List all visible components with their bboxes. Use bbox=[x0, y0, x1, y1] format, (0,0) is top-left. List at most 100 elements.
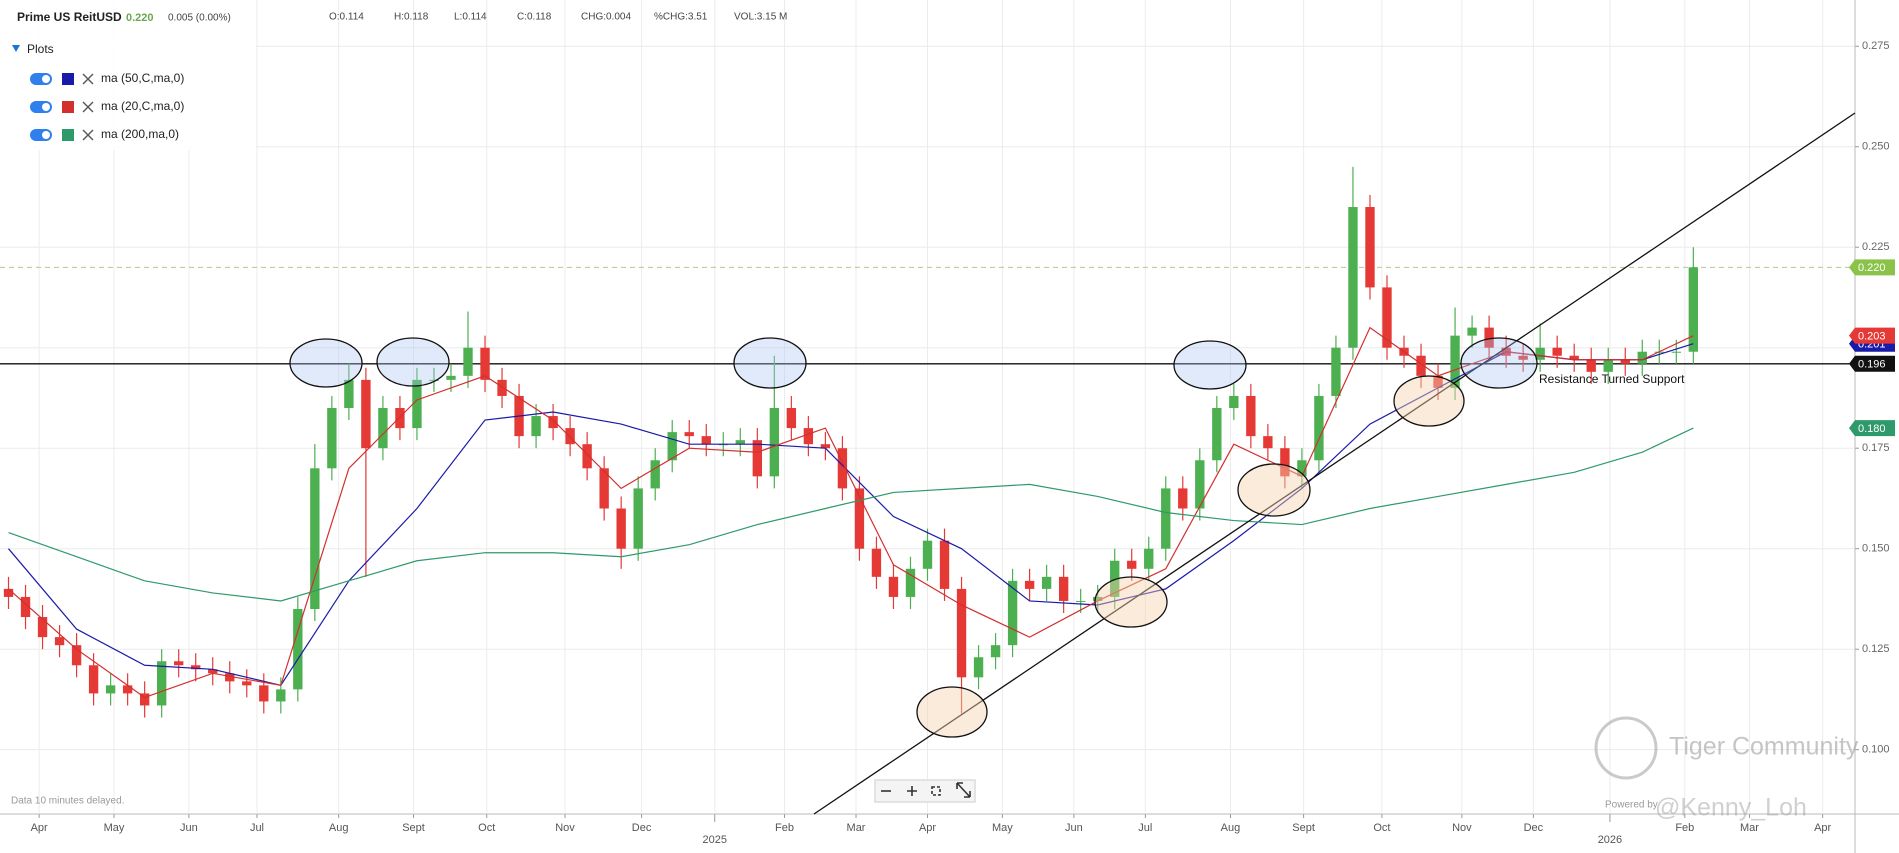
x-tick-label: 2025 bbox=[703, 834, 727, 846]
candle-body bbox=[1331, 347, 1341, 396]
x-tick-label: Mar bbox=[847, 822, 866, 834]
stat: VOL:3.15 M bbox=[734, 12, 787, 23]
candle-body bbox=[582, 444, 592, 469]
candle-body bbox=[1484, 327, 1494, 348]
candle-body bbox=[20, 596, 31, 618]
remove-icon[interactable] bbox=[82, 73, 94, 85]
stat: L:0.114 bbox=[454, 12, 487, 23]
legend-swatch bbox=[62, 129, 74, 141]
x-tick-label: May bbox=[992, 822, 1013, 834]
candle-body bbox=[37, 617, 48, 638]
remove-icon[interactable] bbox=[82, 129, 94, 141]
plots-title[interactable]: Plots bbox=[27, 42, 54, 56]
candle-body bbox=[616, 508, 626, 549]
price-tag-label: 0.180 bbox=[1858, 423, 1886, 435]
legend-label: ma (50,C,ma,0) bbox=[101, 71, 184, 85]
candle-body bbox=[54, 637, 65, 646]
candle-body bbox=[1212, 408, 1222, 461]
x-tick-label: Jul bbox=[1138, 822, 1152, 834]
x-tick-label: Nov bbox=[555, 822, 575, 834]
candle-body bbox=[1671, 351, 1681, 353]
candle-body bbox=[276, 689, 286, 702]
highlight-ellipse bbox=[733, 337, 807, 389]
annotation-text: Resistance Turned Support bbox=[1539, 372, 1685, 386]
candle-body bbox=[837, 448, 848, 489]
candle-body bbox=[1382, 287, 1392, 348]
collapse-arrow[interactable] bbox=[12, 45, 20, 52]
stat: H:0.118 bbox=[394, 12, 429, 23]
remove-icon[interactable] bbox=[82, 101, 94, 113]
highlight-ellipse bbox=[1460, 337, 1538, 389]
ma-line bbox=[8, 427, 1694, 602]
x-tick-label: Feb bbox=[775, 822, 794, 834]
powered-by: Powered by bbox=[1605, 800, 1658, 811]
candle-body bbox=[1433, 375, 1443, 388]
zoom-bar bbox=[874, 779, 976, 803]
y-tick-label: 0.275 bbox=[1862, 40, 1890, 52]
candle-body bbox=[429, 379, 439, 381]
candle-body bbox=[1637, 351, 1647, 364]
x-tick-label: Dec bbox=[632, 822, 652, 834]
y-tick-label: 0.100 bbox=[1862, 744, 1890, 756]
price-tag bbox=[1849, 327, 1895, 344]
candle-body bbox=[156, 661, 167, 706]
highlight-ellipse bbox=[1173, 340, 1247, 390]
ma-line bbox=[8, 343, 1694, 687]
candle-body bbox=[1535, 347, 1545, 360]
delay-note: Data 10 minutes delayed. bbox=[11, 796, 124, 807]
zoom-drag[interactable] bbox=[956, 782, 971, 798]
candle-body bbox=[820, 444, 831, 449]
candle-body bbox=[1127, 560, 1137, 569]
last-price: 0.220 bbox=[126, 12, 154, 24]
y-tick-label: 0.125 bbox=[1862, 643, 1890, 655]
x-tick-label: Feb bbox=[1675, 822, 1694, 834]
y-tick-label: 0.225 bbox=[1862, 241, 1890, 253]
price-change: 0.005 (0.00%) bbox=[168, 13, 231, 24]
watermark-author: @Kenny_Loh bbox=[1655, 794, 1807, 822]
price-tag-label: 0.203 bbox=[1858, 331, 1886, 343]
candle-body bbox=[633, 488, 643, 549]
x-tick-label: Aug bbox=[329, 822, 349, 834]
candle-body bbox=[1450, 335, 1460, 388]
toggle-knob bbox=[42, 131, 50, 139]
candle-body bbox=[310, 468, 320, 609]
candle-body bbox=[1229, 395, 1239, 409]
candle-body bbox=[1246, 395, 1256, 437]
candle-body bbox=[1263, 436, 1273, 449]
candle-body bbox=[888, 576, 899, 597]
candle-body bbox=[1297, 460, 1307, 477]
zoom-controls bbox=[874, 779, 976, 803]
candle-body bbox=[1518, 355, 1528, 360]
zoom-in[interactable] bbox=[907, 786, 917, 796]
candle-body bbox=[1620, 359, 1630, 364]
candle-body bbox=[803, 428, 814, 445]
candle-body bbox=[71, 645, 82, 666]
candle-body bbox=[1552, 347, 1562, 356]
candle-body bbox=[531, 416, 541, 437]
candle-body bbox=[378, 408, 388, 449]
candle-body bbox=[1688, 267, 1699, 352]
candle-body bbox=[344, 379, 354, 409]
x-tick-label: Nov bbox=[1452, 822, 1472, 834]
candle-body bbox=[1467, 327, 1477, 336]
legend-label: ma (20,C,ma,0) bbox=[101, 99, 184, 113]
candle-body bbox=[122, 685, 133, 694]
candle-body bbox=[1314, 395, 1324, 461]
x-tick-label: May bbox=[104, 822, 125, 834]
candle-body bbox=[361, 379, 371, 449]
candle-body bbox=[395, 408, 405, 429]
x-tick-label: Sept bbox=[1292, 822, 1315, 834]
candle-body bbox=[786, 408, 797, 429]
x-tick-label: Oct bbox=[1373, 822, 1390, 834]
y-tick-label: 0.150 bbox=[1862, 543, 1890, 555]
candle-body bbox=[565, 428, 575, 445]
candle-body bbox=[497, 379, 507, 396]
candle-body bbox=[1603, 359, 1613, 372]
candle-body bbox=[905, 568, 916, 597]
x-tick-label: Aug bbox=[1221, 822, 1241, 834]
candle-body bbox=[1041, 576, 1052, 589]
candle-body bbox=[854, 488, 865, 549]
toggle-knob bbox=[42, 103, 50, 111]
zoom-fit[interactable] bbox=[931, 786, 941, 796]
candle-body bbox=[225, 673, 235, 682]
